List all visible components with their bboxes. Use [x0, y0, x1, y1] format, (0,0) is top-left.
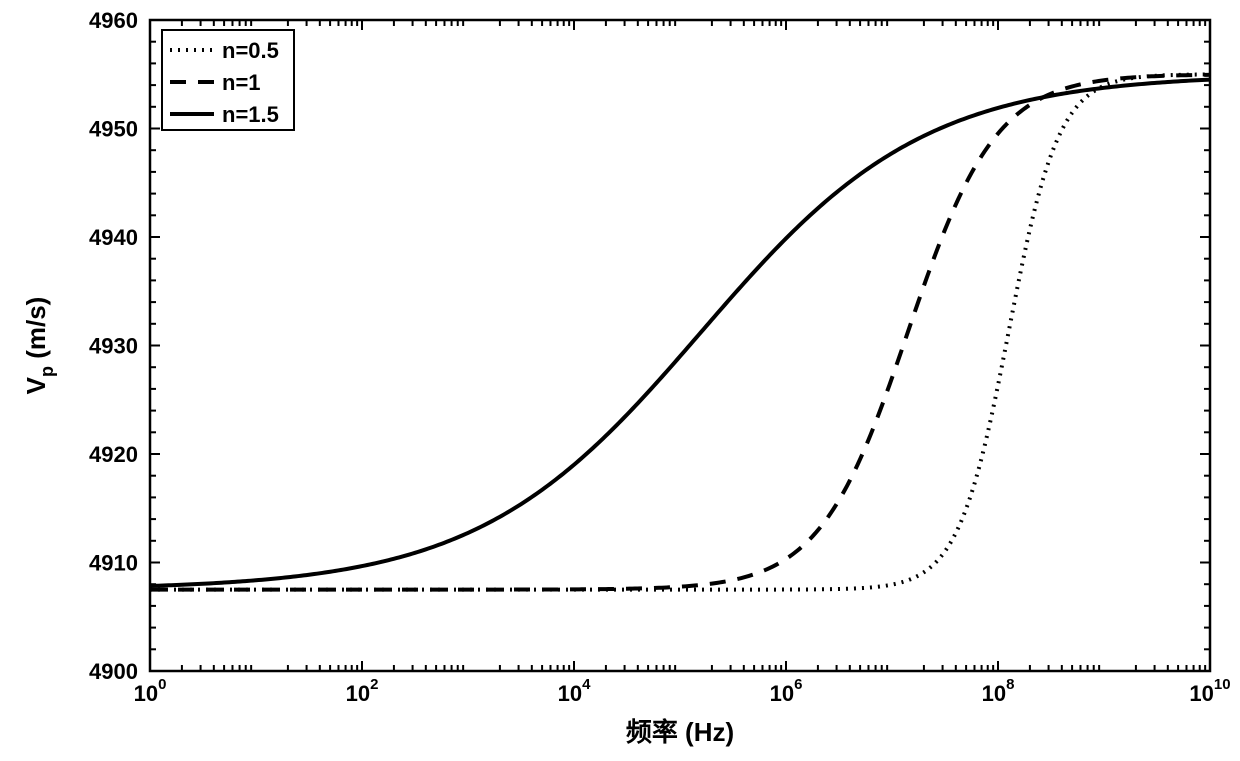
chart-svg: 1001021041061081010490049104920493049404… [0, 0, 1240, 761]
y-tick-label: 4920 [89, 442, 138, 467]
y-tick-label: 4950 [89, 117, 138, 142]
chart-container: 1001021041061081010490049104920493049404… [0, 0, 1240, 761]
legend-label: n=1.5 [222, 102, 279, 127]
y-tick-label: 4900 [89, 659, 138, 684]
legend-label: n=1 [222, 70, 261, 95]
y-tick-label: 4960 [89, 8, 138, 33]
y-tick-label: 4930 [89, 334, 138, 359]
y-tick-label: 4940 [89, 225, 138, 250]
x-axis-label: 频率 (Hz) [626, 717, 734, 747]
y-tick-label: 4910 [89, 551, 138, 576]
legend-label: n=0.5 [222, 38, 279, 63]
